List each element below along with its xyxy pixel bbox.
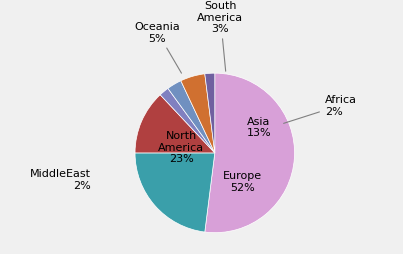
- Text: Oceania
5%: Oceania 5%: [135, 22, 181, 74]
- Text: Asia
13%: Asia 13%: [246, 116, 271, 138]
- Text: Europe
52%: Europe 52%: [223, 170, 262, 192]
- Text: MiddleEast
2%: MiddleEast 2%: [30, 169, 91, 190]
- Wedge shape: [205, 74, 215, 153]
- Wedge shape: [135, 96, 215, 153]
- Text: North
America
23%: North America 23%: [158, 130, 204, 164]
- Wedge shape: [168, 82, 215, 153]
- Wedge shape: [205, 74, 295, 233]
- Wedge shape: [160, 89, 215, 153]
- Wedge shape: [181, 74, 215, 153]
- Text: Africa
2%: Africa 2%: [284, 95, 357, 124]
- Wedge shape: [135, 153, 215, 232]
- Text: South
America
3%: South America 3%: [197, 1, 243, 72]
